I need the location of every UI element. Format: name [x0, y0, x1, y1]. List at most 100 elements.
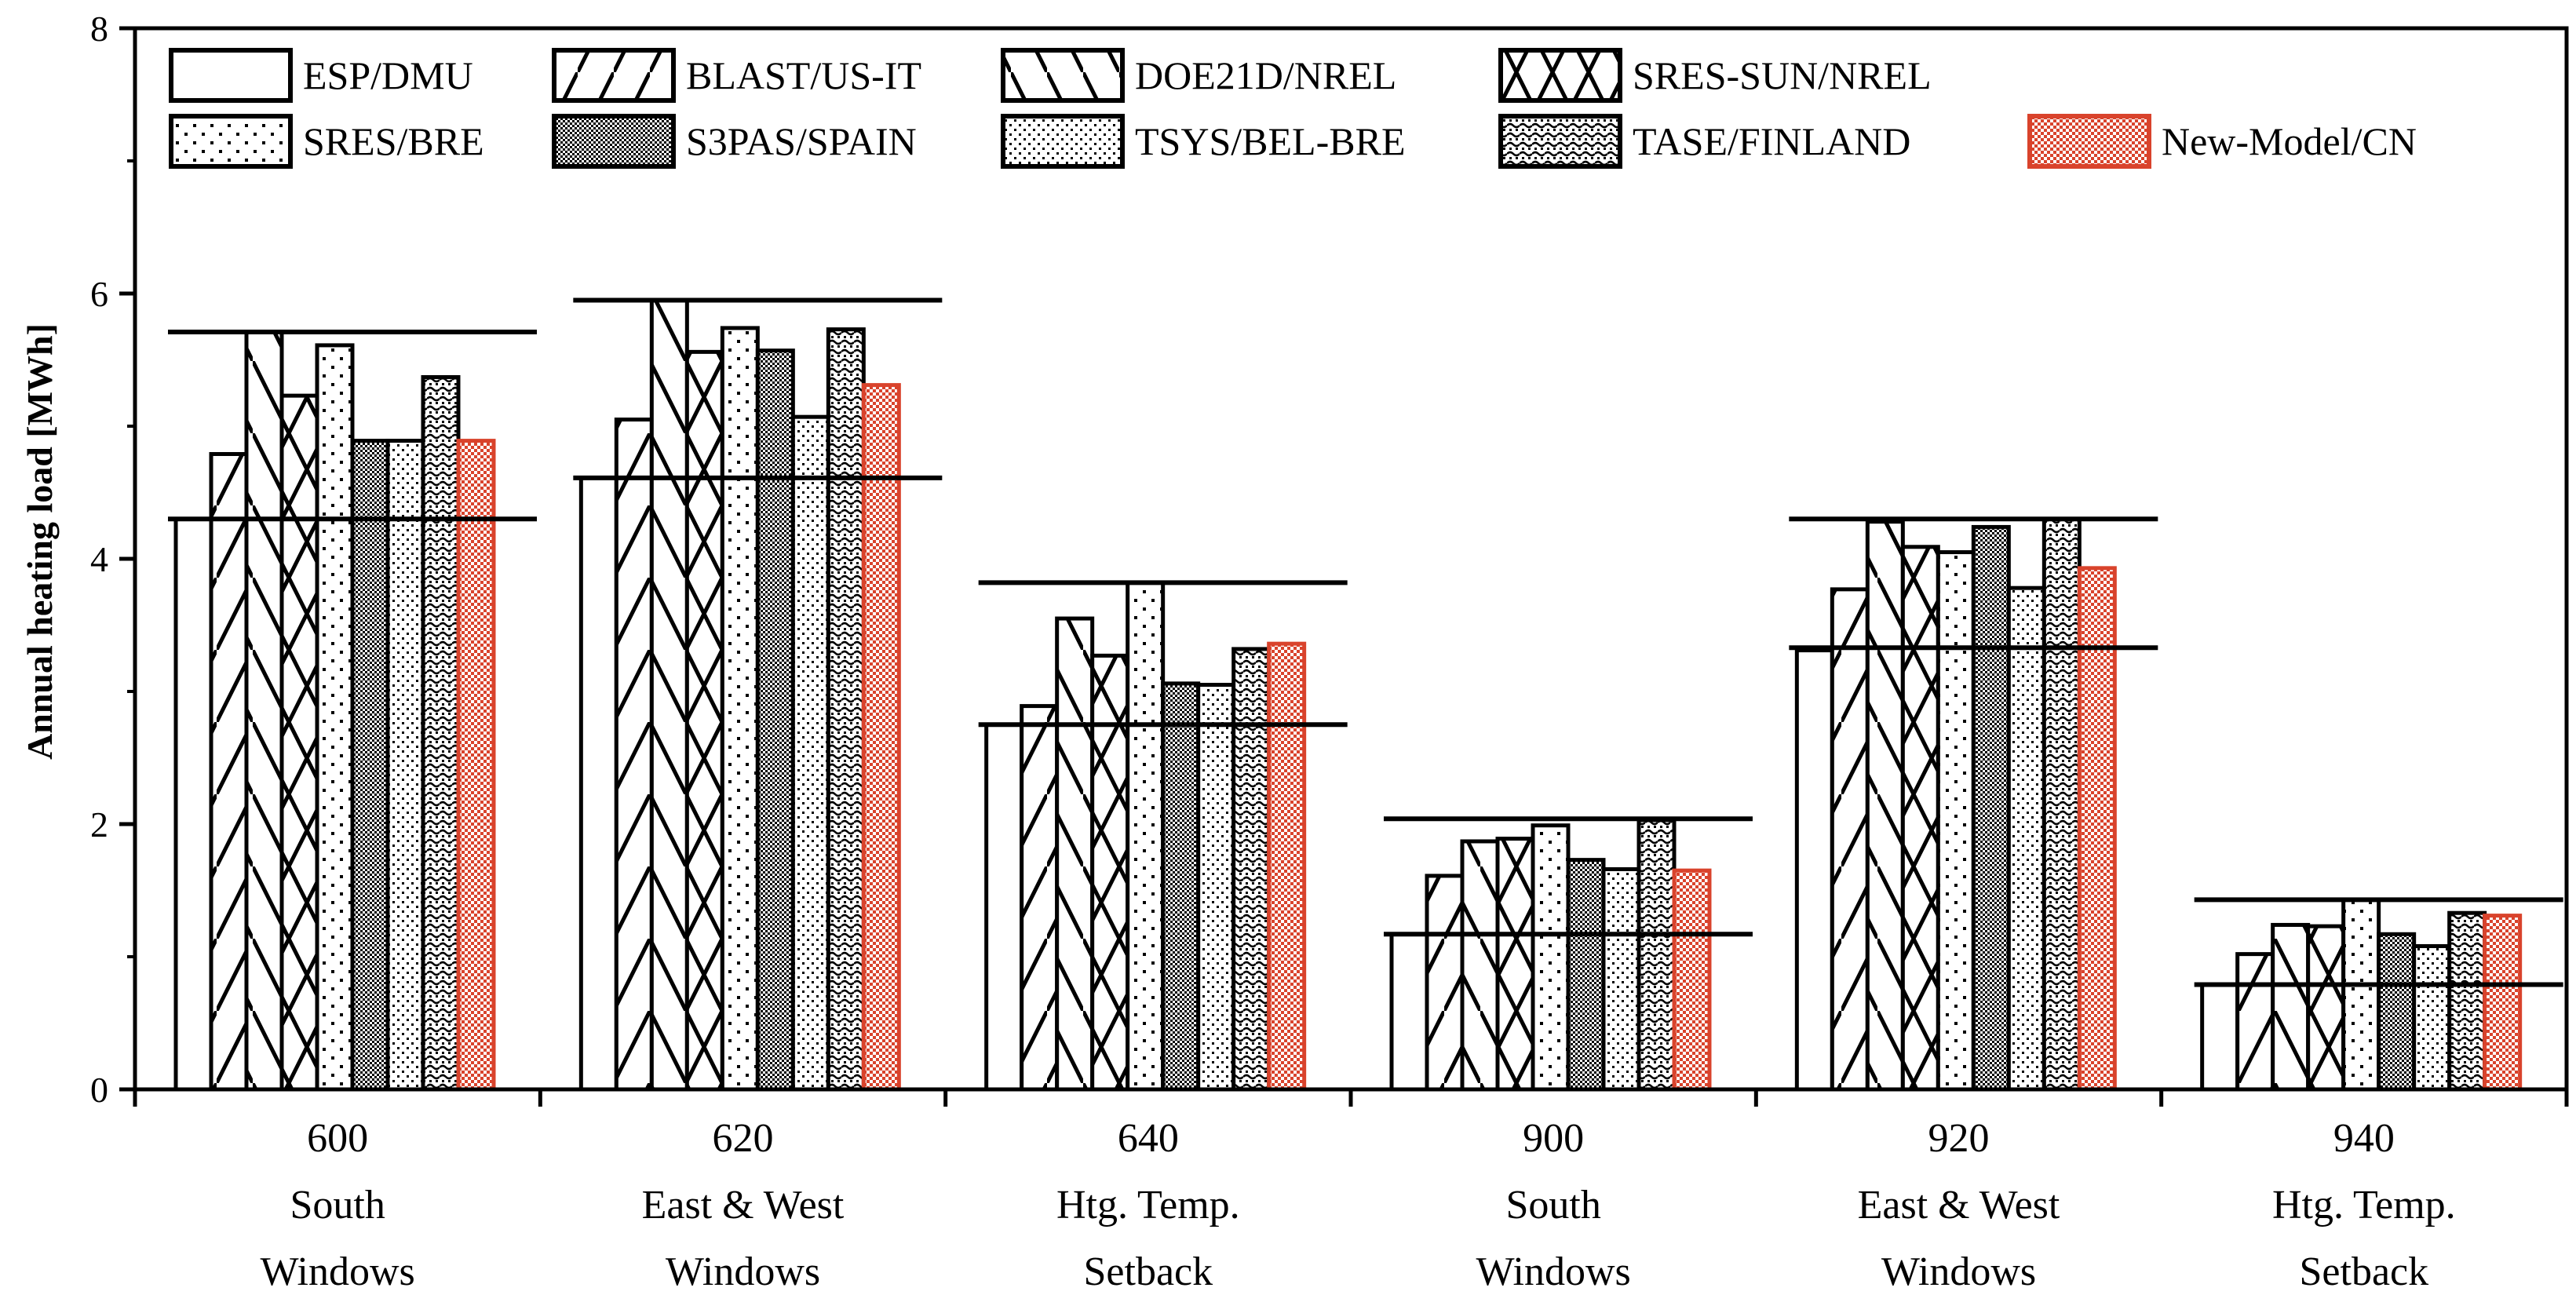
axes-layer — [119, 26, 2569, 1107]
legend-label-new-model-cn: New-Model/CN — [2162, 119, 2417, 163]
bar-920-s3pas-spain — [1971, 524, 2011, 1092]
legend-swatch-tsys-bel-bre — [1001, 114, 1125, 169]
legend-swatch-s3pas-spain — [552, 114, 676, 169]
bar-600-s3pas-spain — [350, 439, 390, 1092]
y-tick-label: 8 — [90, 9, 108, 49]
x-category-labels: 600 South Windows 620 East & West Windows 640 H… — [261, 1116, 2456, 1294]
x-category-label-600-line1: 600 — [307, 1116, 368, 1161]
bar-900-doe21d-nrel — [1460, 839, 1500, 1092]
bar-640-sres-bre — [1126, 580, 1166, 1092]
bar-600-sres-sun-nrel — [279, 393, 319, 1092]
bar-600-new-model-cn — [456, 439, 496, 1092]
bar-620-tsys-bel-bre — [790, 414, 830, 1092]
x-category-label-600-line2: South — [290, 1183, 385, 1228]
legend-label-tsys-bel-bre: TSYS/BEL-BRE — [1135, 119, 1405, 163]
y-tick-label: 0 — [90, 1070, 108, 1110]
bar-920-doe21d-nrel — [1865, 520, 1905, 1092]
legend-swatch-sres-sun-nrel — [1498, 48, 1622, 103]
bar-620-esp-dmu — [578, 476, 618, 1092]
x-category-label-640-line3: Setback — [1084, 1249, 1213, 1294]
legend-swatch-blast-us-it — [552, 48, 676, 103]
bar-620-sres-bre — [720, 326, 760, 1092]
legend-swatch-doe21d-nrel — [1001, 48, 1125, 103]
bar-940-s3pas-spain — [2377, 932, 2417, 1092]
y-axis-label: Annual heating load [MWh] — [20, 323, 60, 760]
x-category-label-900-line1: 900 — [1523, 1116, 1584, 1161]
bar-600-tase-finland — [421, 374, 461, 1092]
x-category-label-620-line3: Windows — [666, 1249, 820, 1294]
bar-640-tase-finland — [1231, 647, 1272, 1092]
range-lines-layer — [168, 297, 2563, 987]
y-tick-labels: 0 2 4 6 8 — [90, 9, 108, 1110]
bar-940-doe21d-nrel — [2271, 922, 2311, 1092]
bar-920-sres-bre — [1936, 550, 1976, 1092]
legend-label-esp-dmu: ESP/DMU — [303, 53, 473, 97]
legend-label-doe21d-nrel: DOE21D/NREL — [1135, 53, 1396, 97]
bar-640-doe21d-nrel — [1055, 616, 1095, 1092]
bar-900-sres-sun-nrel — [1495, 837, 1535, 1092]
legend-label-blast-us-it: BLAST/US-IT — [686, 53, 921, 97]
bar-640-tsys-bel-bre — [1196, 683, 1236, 1092]
bar-940-tase-finland — [2447, 910, 2487, 1092]
bar-920-tase-finland — [2041, 516, 2082, 1092]
legend-label-sres-sun-nrel: SRES-SUN/NREL — [1633, 53, 1932, 97]
legend-label-tase-finland: TASE/FINLAND — [1633, 119, 1910, 163]
bar-920-blast-us-it — [1830, 587, 1870, 1092]
x-category-label-920-line3: Windows — [1881, 1249, 2036, 1294]
y-tick-label: 2 — [90, 804, 108, 844]
legend-swatch-tase-finland — [1498, 114, 1622, 169]
x-category-label-920-line2: East & West — [1858, 1183, 2060, 1228]
bar-620-tase-finland — [826, 327, 866, 1092]
bar-620-new-model-cn — [861, 383, 901, 1092]
bar-940-tsys-bel-bre — [2412, 943, 2452, 1092]
legend-label-s3pas-spain: S3PAS/SPAIN — [686, 119, 917, 163]
bar-920-esp-dmu — [1794, 648, 1834, 1092]
bar-900-tase-finland — [1636, 818, 1677, 1092]
bar-920-sres-sun-nrel — [1900, 545, 1940, 1092]
x-category-label-940-line1: 940 — [2333, 1116, 2395, 1161]
y-tick-label: 4 — [90, 539, 108, 579]
bar-620-doe21d-nrel — [649, 297, 689, 1092]
bar-620-sres-sun-nrel — [684, 349, 724, 1092]
bar-940-new-model-cn — [2483, 914, 2523, 1092]
bar-940-esp-dmu — [2200, 982, 2240, 1092]
bar-600-sres-bre — [315, 343, 355, 1092]
legend-swatch-sres-bre — [169, 114, 293, 169]
legend-label-sres-bre: SRES/BRE — [303, 119, 484, 163]
bar-940-sres-bre — [2341, 897, 2381, 1092]
legend-swatch-new-model-cn — [2027, 114, 2151, 169]
plot-frame — [133, 26, 2569, 1092]
y-tick-label: 6 — [90, 274, 108, 314]
bar-900-sres-bre — [1531, 823, 1571, 1092]
x-category-label-920-line1: 920 — [1928, 1116, 1990, 1161]
bar-940-sres-sun-nrel — [2306, 924, 2346, 1092]
x-category-label-600-line3: Windows — [261, 1249, 415, 1294]
bar-940-blast-us-it — [2235, 952, 2275, 1092]
bar-620-s3pas-spain — [755, 348, 795, 1092]
bar-640-new-model-cn — [1267, 641, 1307, 1092]
bar-600-esp-dmu — [173, 516, 213, 1092]
bar-640-esp-dmu — [984, 722, 1024, 1092]
x-category-label-620-line2: East & West — [642, 1183, 845, 1228]
x-category-label-640-line1: 640 — [1118, 1116, 1179, 1161]
bar-600-blast-us-it — [209, 451, 249, 1092]
x-category-label-940-line3: Setback — [2300, 1249, 2429, 1294]
legend-swatch-esp-dmu — [169, 48, 293, 103]
bar-900-s3pas-spain — [1566, 858, 1606, 1092]
bar-640-sres-sun-nrel — [1090, 653, 1130, 1092]
bar-640-blast-us-it — [1020, 704, 1060, 1092]
bar-900-tsys-bel-bre — [1601, 866, 1641, 1092]
bar-920-tsys-bel-bre — [2006, 585, 2046, 1092]
x-category-label-900-line3: Windows — [1476, 1249, 1631, 1294]
legend: ESP/DMU BLAST/US-IT DOE21D/NREL SRES-SUN/NR… — [169, 48, 2417, 169]
bar-640-s3pas-spain — [1161, 681, 1201, 1092]
x-category-label-900-line2: South — [1505, 1183, 1600, 1228]
bars-layer — [173, 297, 2523, 1092]
x-category-label-640-line2: Htg. Temp. — [1056, 1183, 1240, 1228]
bar-900-blast-us-it — [1425, 874, 1465, 1092]
bar-900-esp-dmu — [1389, 932, 1429, 1092]
bar-900-new-model-cn — [1672, 868, 1712, 1092]
x-category-label-620-line1: 620 — [713, 1116, 774, 1161]
bar-600-doe21d-nrel — [244, 330, 284, 1092]
